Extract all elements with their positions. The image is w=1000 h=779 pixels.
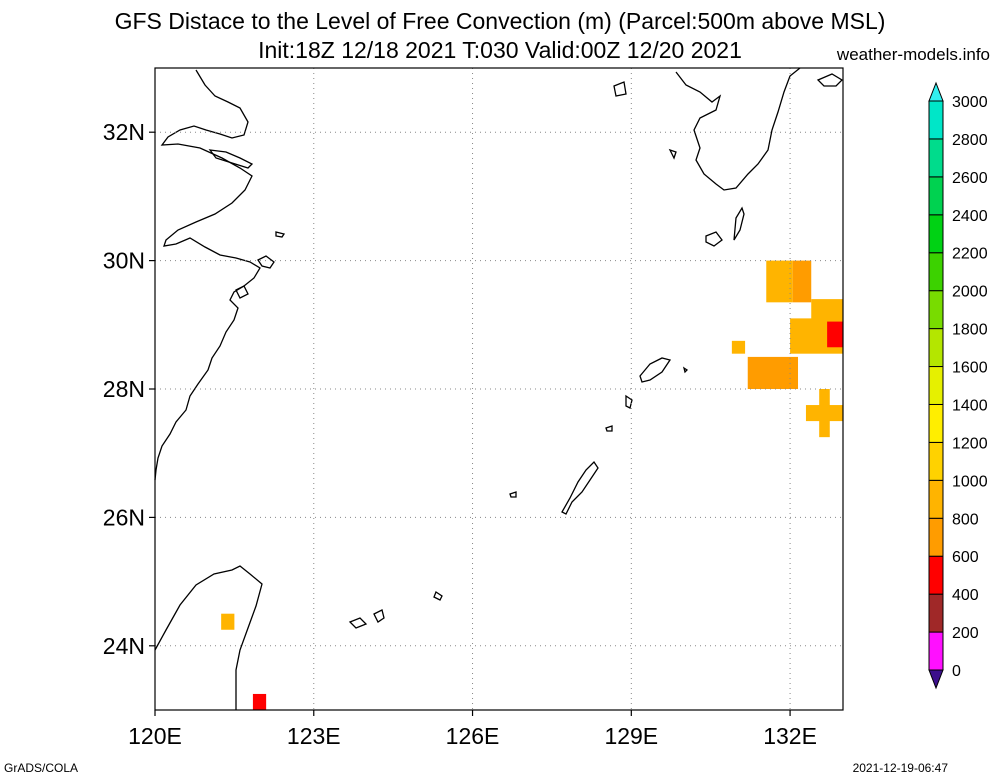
colorbar-label: 600 bbox=[952, 549, 979, 566]
shaded-cell bbox=[252, 693, 267, 710]
colorbar-label: 2800 bbox=[952, 132, 988, 149]
grid-lines bbox=[155, 68, 843, 710]
shaded-cell bbox=[766, 260, 793, 303]
colorbar-segment bbox=[928, 366, 944, 405]
colorbar-segment bbox=[928, 403, 944, 443]
map-frame bbox=[154, 67, 844, 711]
lon-tick-label: 126E bbox=[446, 723, 500, 749]
lat-tick-label: 30N bbox=[103, 248, 145, 274]
colorbar-label: 2400 bbox=[952, 208, 988, 225]
colorbar-label: 1000 bbox=[952, 473, 988, 490]
source-label: weather-models.info bbox=[836, 45, 990, 64]
shaded-cell bbox=[792, 260, 812, 303]
lat-tick-label: 32N bbox=[103, 119, 145, 145]
colorbar-segment bbox=[928, 176, 944, 216]
shaded-cell bbox=[731, 340, 746, 354]
map-axes: 120E 123E 126E 129E 132E 24N 26N 28N 30N 32N bbox=[103, 119, 817, 749]
colorbar-segment bbox=[928, 290, 944, 330]
china-coastline bbox=[154, 69, 261, 481]
lat-tick-label: 26N bbox=[103, 504, 145, 530]
lon-tick-label: 123E bbox=[287, 723, 341, 749]
colorbar-segment bbox=[928, 479, 944, 519]
colorbar-label: 0 bbox=[952, 663, 961, 680]
colorbar-segment bbox=[928, 593, 944, 633]
colorbar-label: 2000 bbox=[952, 284, 988, 301]
okinawa-island bbox=[561, 460, 599, 515]
colorbar-label: 2600 bbox=[952, 170, 988, 187]
shaded-cell bbox=[747, 356, 799, 389]
lat-tick-label: 28N bbox=[103, 376, 145, 402]
colorbar-segment bbox=[928, 441, 944, 481]
lon-tick-label: 132E bbox=[763, 723, 817, 749]
colorbar-label: 200 bbox=[952, 625, 979, 642]
lon-tick-label: 129E bbox=[604, 723, 658, 749]
chongming-island bbox=[208, 149, 254, 169]
footer-left: GrADS/COLA bbox=[4, 761, 79, 775]
colorbar-segment bbox=[928, 631, 944, 671]
chart-subtitle: Init:18Z 12/18 2021 T:030 Valid:00Z 12/2… bbox=[258, 37, 742, 63]
shaded-cell bbox=[827, 321, 843, 348]
shaded-cell bbox=[819, 389, 830, 438]
colorbar-segment bbox=[928, 328, 944, 368]
colorbar-label: 1800 bbox=[952, 322, 988, 339]
colorbar-segment bbox=[928, 555, 944, 595]
colorbar-bottom-arrow bbox=[928, 669, 944, 690]
yakushima-island bbox=[705, 231, 723, 247]
colorbar-segment bbox=[928, 138, 944, 178]
shaded-field bbox=[221, 260, 843, 710]
lat-tick-label: 24N bbox=[103, 633, 145, 659]
colorbar-label: 3000 bbox=[952, 94, 988, 111]
kyushu-coastline bbox=[675, 67, 801, 191]
colorbar-top-arrow bbox=[928, 81, 944, 102]
colorbar-label: 1400 bbox=[952, 397, 988, 414]
colorbar-segment bbox=[928, 517, 944, 557]
taiwan-coastline bbox=[154, 565, 263, 710]
zhoushan-islands bbox=[257, 255, 275, 269]
colorbar-label: 800 bbox=[952, 511, 979, 528]
colorbar: 0 200 400 600 800 1000 1200 1400 1600 1800 2000 220… bbox=[928, 81, 988, 690]
colorbar-label: 1600 bbox=[952, 360, 988, 377]
footer-right: 2021-12-19-06:47 bbox=[852, 761, 948, 775]
colorbar-label: 1200 bbox=[952, 435, 988, 452]
colorbar-label: 2200 bbox=[952, 246, 988, 263]
tanegashima-island bbox=[733, 206, 745, 241]
shaded-cell bbox=[221, 613, 235, 630]
colorbar-segment bbox=[928, 214, 944, 254]
colorbar-segment bbox=[928, 100, 944, 140]
lon-tick-label: 120E bbox=[128, 723, 182, 749]
chart-title: GFS Distace to the Level of Free Convect… bbox=[114, 8, 886, 34]
colorbar-segment bbox=[928, 252, 944, 292]
coastlines bbox=[154, 67, 844, 710]
amami-island bbox=[639, 357, 672, 383]
shaded-cell bbox=[811, 299, 843, 322]
colorbar-label: 400 bbox=[952, 587, 979, 604]
